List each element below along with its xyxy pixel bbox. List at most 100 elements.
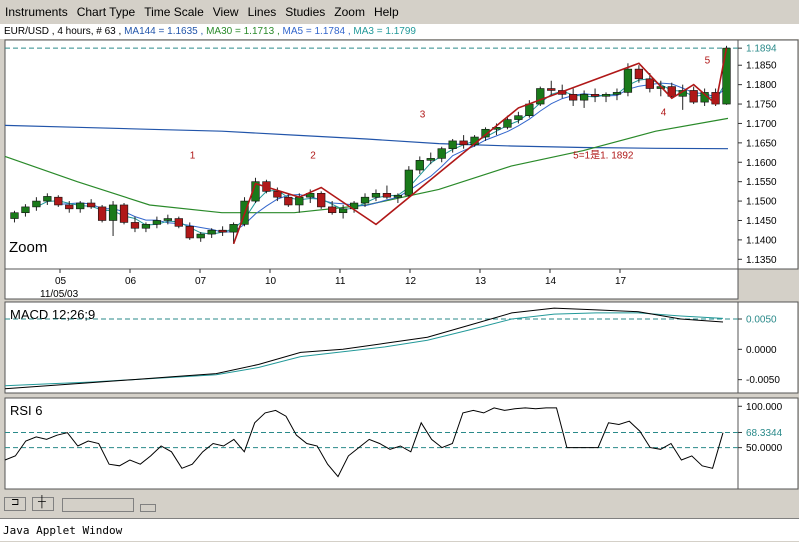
ma5-label: MA5 = 1.1784 , — [282, 26, 351, 37]
candle-body — [119, 204, 129, 223]
candle-body — [174, 218, 183, 227]
candle-body — [612, 92, 622, 95]
candle-body — [54, 196, 63, 206]
y-tick-label: 1.1500 — [746, 197, 777, 208]
candle-body — [108, 204, 118, 221]
macd-line — [4, 307, 724, 390]
menu-time-scale[interactable]: Time Scale — [144, 5, 204, 19]
candle-body — [87, 202, 96, 208]
x-subtick-label: 11/05/03 — [40, 289, 79, 300]
ma3-label: MA3 = 1.1799 — [353, 26, 416, 37]
wave-label: 1 — [190, 150, 196, 161]
pushpin-icon: ⊐ — [11, 497, 20, 508]
y-tick-label: 1.1350 — [746, 255, 777, 266]
x-axis-bg — [4, 268, 739, 300]
candle-body — [65, 204, 74, 210]
macd-title: MACD 12;26;9 — [10, 307, 95, 322]
candle-body — [273, 191, 282, 198]
x-tick-label: 06 — [125, 276, 137, 287]
macd-tick-label: 0.0000 — [746, 345, 777, 356]
y-tick-label: 1.1450 — [746, 216, 777, 227]
menu-chart-type[interactable]: Chart Type — [76, 5, 136, 19]
wave-label: 2 — [310, 150, 316, 161]
menu-view[interactable]: View — [212, 5, 239, 19]
rsi-tick-label: 100.000 — [746, 402, 783, 413]
candle-body — [141, 224, 151, 229]
bottom-toolbar: ⊐ ┼ — [0, 494, 799, 516]
y-tick-label: 1.1550 — [746, 177, 777, 188]
candle-body — [590, 94, 600, 97]
y-tick-label: 1.1600 — [746, 158, 777, 169]
toolbar-field-1[interactable] — [62, 498, 134, 512]
y-tick-label: 1.1800 — [746, 80, 777, 91]
cursor-tool-button[interactable]: ⊐ — [4, 497, 26, 511]
candle-body — [229, 224, 238, 233]
menu-zoom[interactable]: Zoom — [334, 5, 365, 19]
wave-label: 5=1是1. 1892 — [573, 149, 634, 161]
y-tick-label: 1.1894 — [746, 44, 777, 55]
candle-body — [10, 212, 19, 219]
candle-body — [152, 220, 162, 225]
status-bar: Java Applet Window — [0, 518, 799, 541]
crosshair-tool-button[interactable]: ┼ — [32, 496, 54, 511]
rsi-tick-label: 68.3344 — [746, 428, 783, 439]
macd-tick-label: 0.0050 — [746, 314, 777, 325]
menu-instruments[interactable]: Instruments — [5, 5, 68, 19]
menu-bar: Instruments Chart Type Time Scale View L… — [0, 0, 799, 24]
candle-body — [634, 68, 644, 80]
candle-body — [338, 208, 348, 214]
ma30-label: MA30 = 1.1713 , — [206, 26, 280, 37]
x-tick-label: 13 — [475, 276, 487, 287]
candle-body — [623, 68, 633, 93]
candle-body — [382, 193, 392, 198]
menu-studies[interactable]: Studies — [285, 5, 326, 19]
ma144-line — [4, 124, 729, 150]
x-tick-label: 05 — [55, 276, 67, 287]
rsi-tick-label: 50.0000 — [746, 443, 783, 454]
ma3-line — [36, 78, 727, 235]
x-tick-label: 12 — [405, 276, 417, 287]
candle-body — [536, 88, 545, 105]
y-tick-label: 1.1400 — [746, 235, 777, 246]
x-tick-label: 07 — [195, 276, 207, 287]
crosshair-icon: ┼ — [38, 496, 46, 508]
y-tick-label: 1.1850 — [746, 61, 777, 72]
candle-body — [514, 115, 523, 120]
candle-body — [448, 140, 457, 149]
candle-body — [97, 206, 107, 221]
panel-bg-1 — [4, 39, 739, 270]
candle-body — [393, 194, 403, 198]
candle-body — [207, 229, 216, 235]
candle-body — [481, 128, 490, 138]
candle-body — [404, 169, 413, 196]
candle-body — [569, 94, 578, 101]
candle-body — [130, 222, 140, 229]
candle-body — [437, 148, 446, 159]
candle-body — [426, 158, 435, 161]
candle-body — [503, 119, 512, 128]
x-tick-label: 17 — [615, 276, 627, 287]
menu-lines[interactable]: Lines — [247, 5, 277, 19]
x-tick-label: 14 — [545, 276, 557, 287]
candle-body — [415, 160, 424, 171]
toolbar-field-2[interactable] — [140, 504, 156, 512]
wave-label: 3 — [420, 110, 426, 121]
candle-body — [689, 90, 698, 103]
axis-bg-1 — [737, 39, 799, 270]
menu-help[interactable]: Help — [373, 5, 399, 19]
y-tick-label: 1.1650 — [746, 138, 777, 149]
candle-body — [21, 206, 30, 214]
ma5-line — [58, 82, 727, 233]
candle-body — [328, 206, 337, 214]
candle-body — [667, 86, 676, 97]
candle-body — [43, 196, 52, 202]
candle-body — [722, 47, 731, 105]
rsi-title: RSI 6 — [10, 403, 43, 418]
elliott-wave-line — [232, 48, 728, 245]
candle-body — [360, 196, 370, 204]
candle-body — [185, 226, 194, 239]
candle-body — [196, 233, 205, 239]
candle-body — [525, 103, 534, 116]
candle-body — [579, 94, 589, 101]
axis-bg-2 — [737, 301, 799, 394]
